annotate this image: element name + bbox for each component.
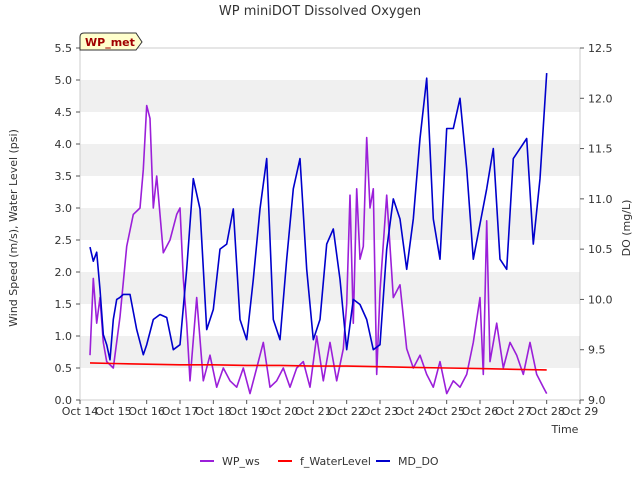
- y-left-tick-label: 0.5: [55, 362, 73, 375]
- y-axis-right-ticks: 9.0 9.5 10.0 10.5 11.0 11.5 12.0 12.5: [580, 42, 613, 407]
- y-left-tick-label: 3.5: [55, 170, 73, 183]
- y-right-tick-label: 11.0: [588, 193, 613, 206]
- y-right-tick-label: 11.5: [588, 143, 613, 156]
- y-right-tick-label: 9.5: [588, 344, 606, 357]
- x-tick-label: Oct 16: [128, 405, 165, 418]
- y-right-tick-label: 12.5: [588, 42, 613, 55]
- legend-label: f_WaterLevel: [300, 455, 371, 468]
- y-left-tick-label: 2.0: [55, 266, 73, 279]
- series-line-MD_DO: [89, 73, 548, 361]
- x-tick-label: Oct 18: [195, 405, 232, 418]
- y-right-tick-label: 12.0: [588, 92, 613, 105]
- y-axis-left-label: Wind Speed (m/s), Water Level (psi): [7, 129, 20, 327]
- y-left-tick-label: 2.5: [55, 234, 73, 247]
- x-tick-label: Oct 19: [228, 405, 265, 418]
- y-left-tick-label: 1.0: [55, 330, 73, 343]
- legend: WP_ws f_WaterLevel MD_DO: [200, 455, 439, 468]
- badge-label: WP_met: [85, 36, 135, 49]
- x-tick-label: Oct 28: [528, 405, 565, 418]
- y-right-tick-label: 9.0: [588, 394, 606, 407]
- y-right-tick-label: 10.5: [588, 243, 613, 256]
- grid-band: [80, 272, 580, 304]
- x-tick-label: Oct 27: [495, 405, 532, 418]
- plot-area-frame: [79, 47, 581, 401]
- x-tick-label: Oct 22: [328, 405, 365, 418]
- x-tick-label: Oct 15: [95, 405, 132, 418]
- x-tick-label: Oct 17: [162, 405, 199, 418]
- x-tick-label: Oct 23: [362, 405, 399, 418]
- y-axis-left-ticks: 0.0 0.5 1.0 1.5 2.0 2.5 3.0 3.5 4.0 4.5 5.0 5.5: [55, 42, 80, 407]
- x-tick-label: Oct 25: [428, 405, 465, 418]
- y-left-tick-label: 5.0: [55, 74, 73, 87]
- wp-met-badge: WP_met: [79, 32, 143, 51]
- x-tick-label: Oct 24: [395, 405, 432, 418]
- y-left-tick-label: 4.5: [55, 106, 73, 119]
- y-left-tick-label: 4.0: [55, 138, 73, 151]
- grid-band: [80, 80, 580, 112]
- y-left-tick-label: 3.0: [55, 202, 73, 215]
- x-tick-label: Oct 21: [295, 405, 332, 418]
- y-left-tick-label: 0.0: [55, 394, 73, 407]
- badge-shape: [79, 32, 143, 51]
- grid-band: [80, 144, 580, 176]
- series-line-WP_ws: [89, 104, 548, 395]
- y-left-tick-label: 1.5: [55, 298, 73, 311]
- x-tick-label: Oct 20: [262, 405, 299, 418]
- series-line-f_WaterLevel: [89, 362, 547, 371]
- series-layer: [89, 73, 548, 395]
- x-tick-label: Oct 26: [462, 405, 499, 418]
- x-axis-label: Time: [551, 423, 579, 436]
- grid-band: [80, 336, 580, 368]
- y-right-tick-label: 10.0: [588, 293, 613, 306]
- chart-title: WP miniDOT Dissolved Oxygen: [219, 4, 421, 19]
- x-tick-label: Oct 14: [62, 405, 99, 418]
- legend-label: WP_ws: [222, 455, 260, 468]
- y-left-tick-label: 5.5: [55, 42, 73, 55]
- legend-label: MD_DO: [398, 455, 439, 468]
- y-axis-right-label: DO (mg/L): [620, 200, 633, 257]
- x-tick-label: Oct 29: [562, 405, 599, 418]
